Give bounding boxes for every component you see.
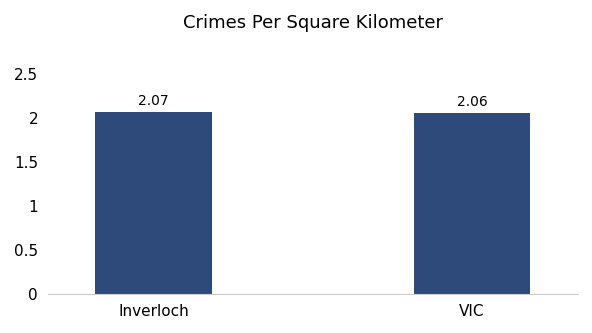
Bar xyxy=(95,112,212,294)
Bar xyxy=(414,113,530,294)
Title: Crimes Per Square Kilometer: Crimes Per Square Kilometer xyxy=(183,14,443,32)
Text: 2.06: 2.06 xyxy=(456,95,487,109)
Text: 2.07: 2.07 xyxy=(139,94,169,108)
